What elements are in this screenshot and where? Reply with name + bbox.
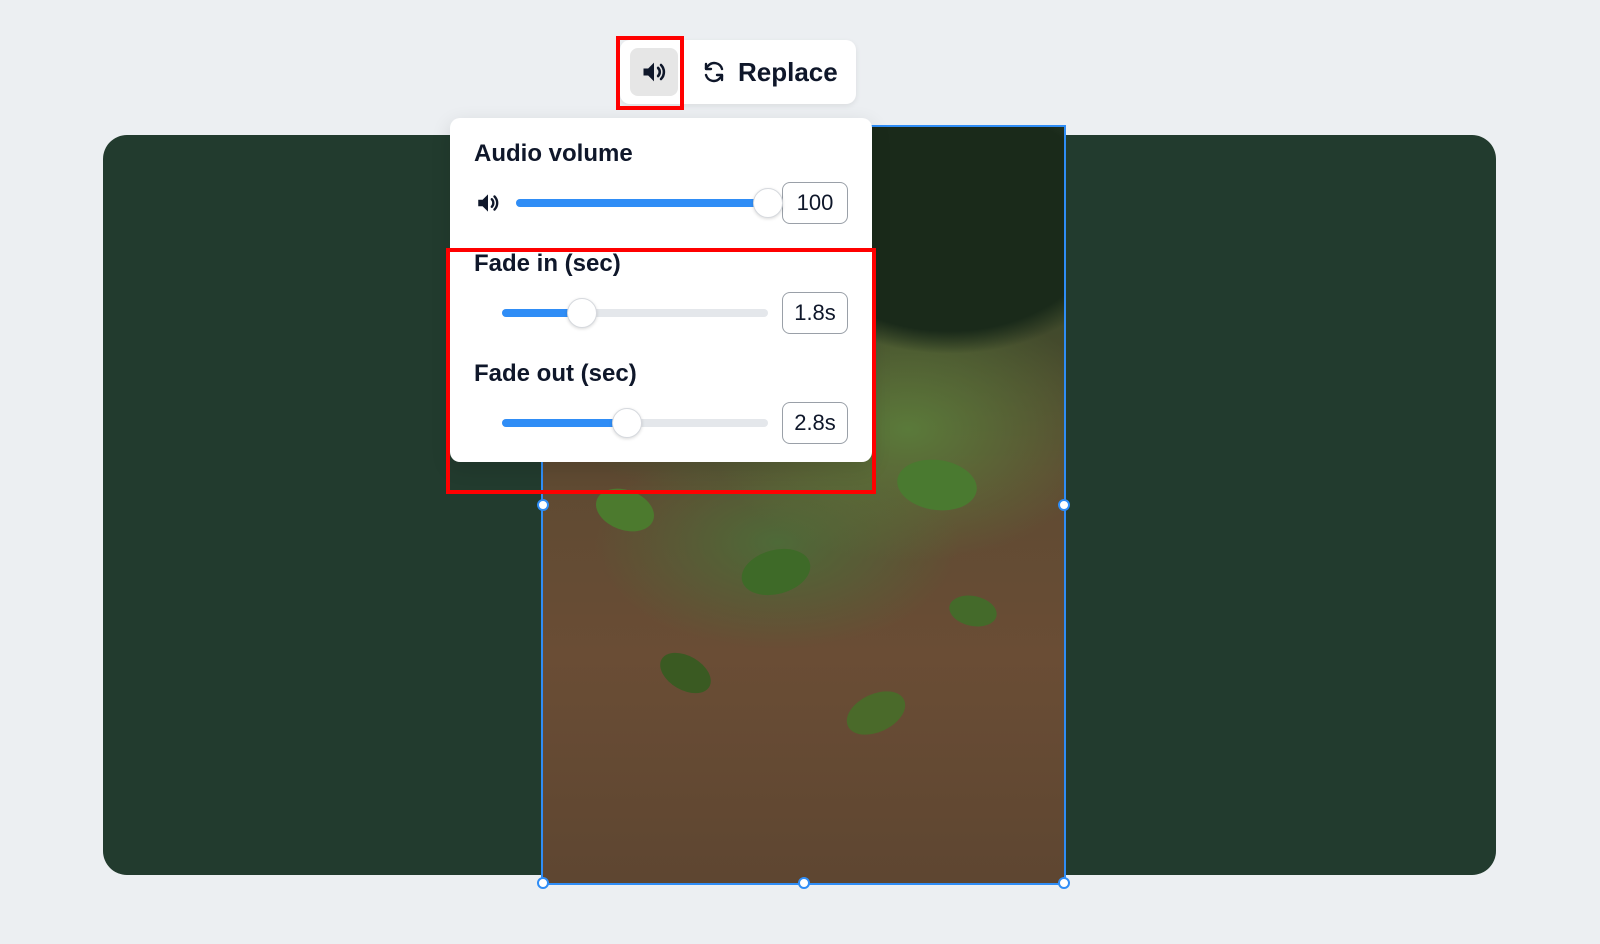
volume-title: Audio volume: [474, 140, 848, 168]
clip-toolbar: Replace: [620, 40, 856, 104]
replace-icon: [702, 60, 726, 84]
decor: [947, 591, 1000, 630]
volume-icon: [474, 190, 502, 216]
slider-thumb[interactable]: [612, 408, 642, 438]
fade-in-slider[interactable]: [502, 298, 768, 328]
volume-section: Audio volume 100: [450, 140, 872, 224]
replace-button[interactable]: Replace: [702, 57, 838, 88]
audio-settings-button[interactable]: [630, 48, 678, 96]
decor: [840, 683, 912, 744]
decor: [653, 645, 718, 702]
resize-handle-bottom-left[interactable]: [537, 877, 549, 889]
fade-out-slider[interactable]: [502, 408, 768, 438]
decor: [736, 542, 815, 603]
resize-handle-right[interactable]: [1058, 499, 1070, 511]
resize-handle-bottom[interactable]: [798, 877, 810, 889]
fade-out-section: Fade out (sec) 2.8s: [450, 360, 872, 444]
slider-thumb[interactable]: [753, 188, 783, 218]
decor: [590, 481, 660, 539]
slider-track-fill: [502, 419, 627, 427]
fade-in-section: Fade in (sec) 1.8s: [450, 250, 872, 334]
volume-icon: [640, 58, 668, 86]
resize-handle-left[interactable]: [537, 499, 549, 511]
fade-out-title: Fade out (sec): [474, 360, 848, 388]
fade-in-value[interactable]: 1.8s: [782, 292, 848, 334]
slider-track-fill: [516, 199, 768, 207]
fade-in-title: Fade in (sec): [474, 250, 848, 278]
replace-label: Replace: [738, 57, 838, 88]
fade-out-value[interactable]: 2.8s: [782, 402, 848, 444]
volume-value[interactable]: 100: [782, 182, 848, 224]
volume-slider[interactable]: [516, 188, 768, 218]
decor: [894, 454, 980, 515]
audio-settings-panel: Audio volume 100 Fade in (sec): [450, 118, 872, 462]
resize-handle-bottom-right[interactable]: [1058, 877, 1070, 889]
slider-thumb[interactable]: [567, 298, 597, 328]
